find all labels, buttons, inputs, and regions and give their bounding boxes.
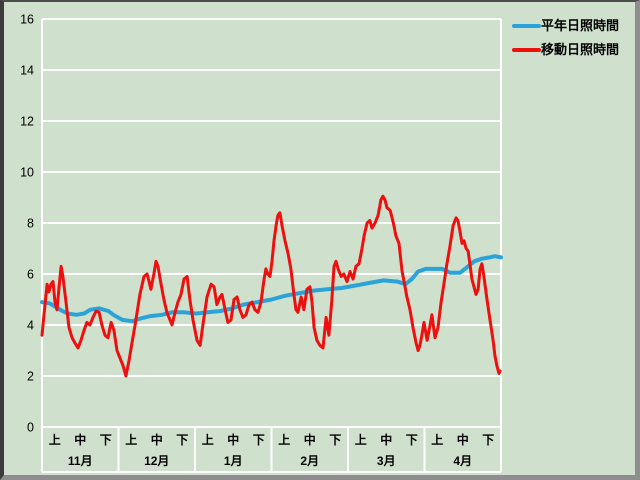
normal-line-swatch (512, 23, 541, 28)
period-label-上: 上 (355, 432, 367, 447)
month-label-3月: 3月 (377, 454, 396, 468)
period-label-下: 下 (253, 433, 265, 447)
sunshine-chart: 0246810121416上中下11月上中下12月上中下1月上中下2月上中下3月… (20, 13, 503, 473)
period-label-中: 中 (380, 432, 392, 447)
period-label-下: 下 (329, 433, 341, 447)
y-tick-label-12: 12 (20, 115, 34, 129)
period-label-下: 下 (406, 433, 418, 447)
y-tick-label-6: 6 (27, 268, 34, 282)
period-label-上: 上 (202, 432, 214, 447)
month-label-11月: 11月 (68, 454, 93, 468)
legend-label-normal: 平年日照時間 (541, 18, 620, 33)
y-tick-label-0: 0 (27, 421, 34, 435)
y-tick-label-8: 8 (27, 217, 34, 231)
y-tick-label-16: 16 (20, 13, 34, 27)
y-tick-label-4: 4 (27, 319, 34, 333)
moving-sunshine-line (40, 194, 502, 378)
legend-item-moving: 移動日照時間 (512, 42, 635, 57)
y-tick-label-2: 2 (27, 370, 34, 384)
chart-legend: 平年日照時間 移動日照時間 (512, 18, 635, 57)
period-label-下: 下 (482, 433, 494, 447)
period-label-上: 上 (49, 432, 61, 447)
month-label-1月: 1月 (224, 454, 243, 468)
period-label-上: 上 (278, 432, 290, 447)
y-tick-label-10: 10 (20, 166, 34, 180)
moving-line-swatch (512, 47, 541, 52)
legend-item-normal: 平年日照時間 (512, 18, 635, 33)
period-label-中: 中 (74, 432, 86, 447)
month-label-12月: 12月 (144, 454, 169, 468)
period-label-中: 中 (457, 432, 469, 447)
period-label-下: 下 (100, 433, 112, 447)
period-label-中: 中 (304, 432, 316, 447)
y-tick-label-14: 14 (20, 64, 34, 78)
month-label-2月: 2月 (300, 454, 319, 468)
month-label-4月: 4月 (453, 454, 472, 468)
period-label-上: 上 (431, 432, 443, 447)
legend-label-moving: 移動日照時間 (541, 42, 620, 57)
period-label-中: 中 (227, 432, 239, 447)
period-label-中: 中 (151, 432, 163, 447)
period-label-下: 下 (176, 433, 188, 447)
period-label-上: 上 (125, 432, 137, 447)
